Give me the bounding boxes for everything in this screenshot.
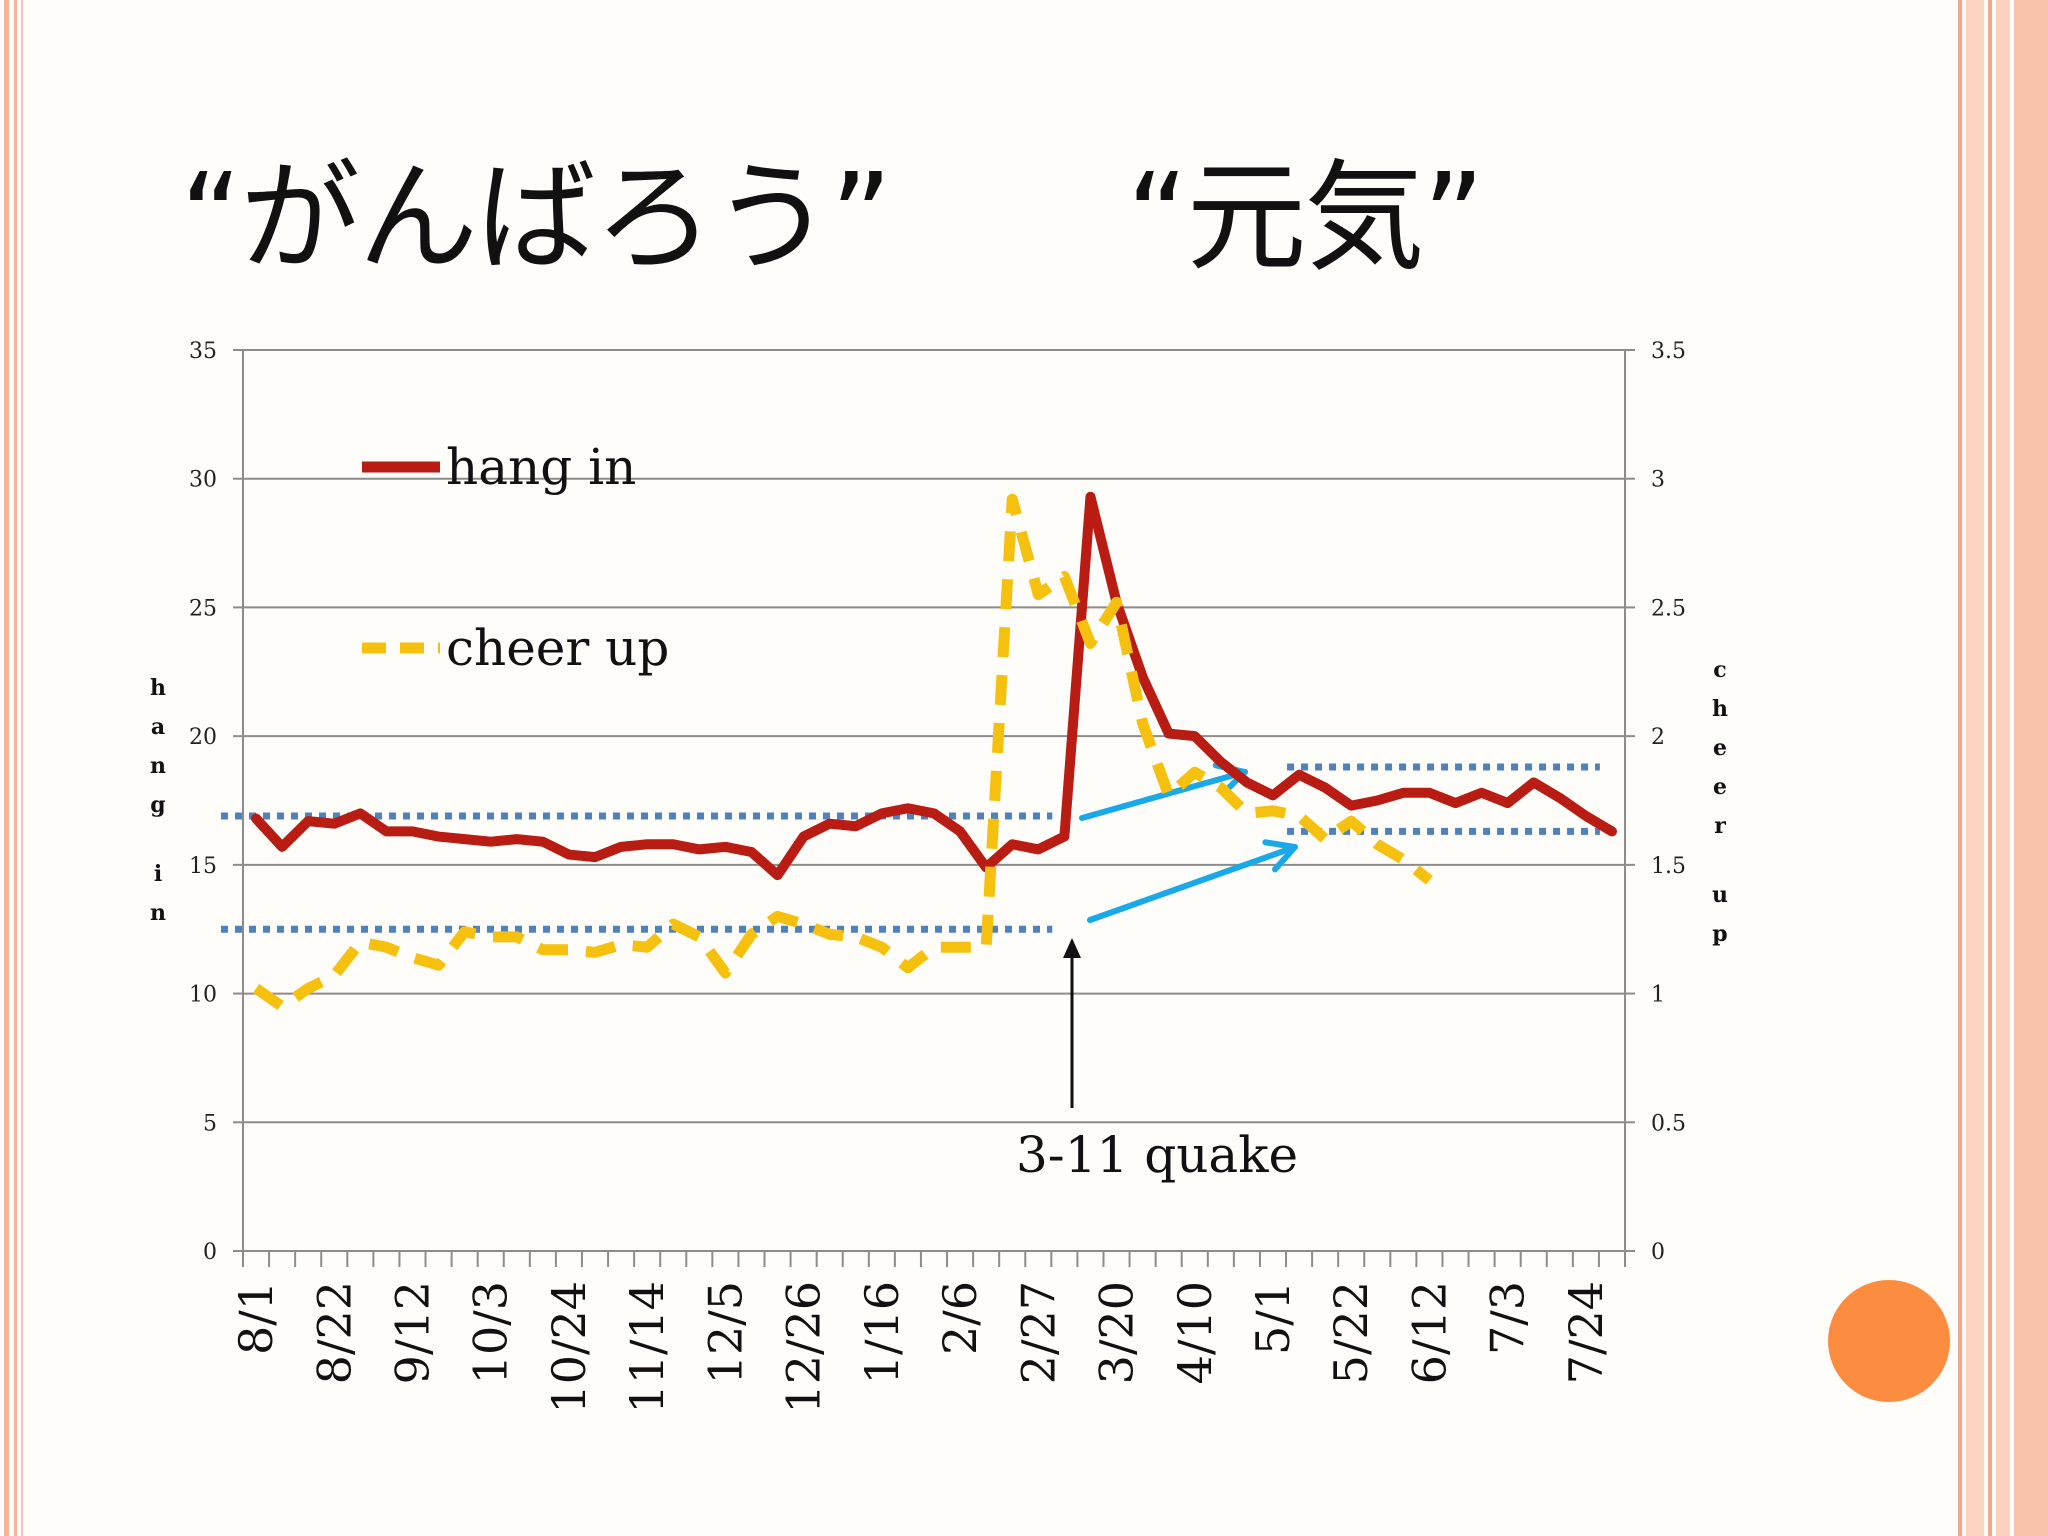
axis-title-char: i: [154, 861, 162, 887]
x-tick-label: 2/6: [933, 1281, 987, 1355]
chart-legend: hang in cheer up: [362, 438, 669, 677]
x-tick-label: 1/16: [855, 1281, 909, 1384]
accent-dot: [1828, 1280, 1950, 1402]
y-tick-label-left: 5: [203, 1111, 217, 1136]
y-tick-label-left: 0: [203, 1240, 217, 1265]
x-tick-label: 7/3: [1481, 1281, 1535, 1355]
chart-axes: [233, 349, 1635, 1267]
series-line-hang-in: [251, 491, 1617, 881]
y-tick-label-left: 35: [189, 339, 217, 364]
y-tick-label-right: 1.5: [1651, 854, 1686, 879]
tick-labels: 0 5 10 15 20 25 30 35 0 0.5 1 1.5 2 2.5 3 3.5 8/1 8/22 9/1…: [150, 339, 1728, 1414]
x-tick-label: 10/24: [542, 1281, 596, 1414]
y-tick-label-right: 3.5: [1651, 339, 1686, 364]
x-tick-label: 8/1: [229, 1281, 283, 1355]
axis-title-char: g: [150, 792, 165, 818]
x-tick-label: 5/1: [1246, 1281, 1300, 1355]
legend-label: hang in: [446, 438, 636, 496]
shift-arrow-cheer-up: [1087, 839, 1298, 923]
series-line-cheer-up: [252, 493, 1433, 1012]
series-lines: [251, 491, 1617, 1012]
x-tick-label: 9/12: [385, 1281, 439, 1384]
y-tick-label-left: 10: [189, 983, 217, 1008]
x-tick-label: 11/14: [620, 1281, 674, 1414]
slide-title: “がんばろう” “元気”: [180, 149, 1485, 288]
y-tick-label-right: 2.5: [1651, 596, 1686, 621]
arrow-head: [1262, 839, 1298, 873]
reference-lines: [221, 763, 1600, 933]
slide-frame-left: [0, 0, 28, 1536]
axis-title-char: c: [1713, 657, 1726, 683]
y-tick-label-left: 15: [189, 854, 217, 879]
quake-arrow-head: [1063, 938, 1081, 958]
slide-frame-right: [1958, 0, 2048, 1536]
axis-title-char: h: [1712, 696, 1728, 722]
x-tick-label: 3/20: [1090, 1281, 1144, 1384]
x-tick-label: 10/3: [464, 1281, 518, 1384]
axis-title-char: n: [150, 900, 166, 926]
legend-label: cheer up: [446, 619, 669, 677]
arrow-shaft: [1079, 769, 1248, 821]
axis-title-char: e: [1713, 735, 1727, 761]
y-tick-label-right: 3: [1651, 468, 1665, 493]
x-tick-label: 6/12: [1402, 1281, 1456, 1384]
arrow-shaft: [1087, 844, 1298, 923]
y-tick-label-left: 20: [189, 725, 217, 750]
axis-title-char: u: [1712, 882, 1728, 908]
x-tick-label: 8/22: [307, 1281, 361, 1384]
axis-title-char: h: [150, 675, 166, 701]
x-tick-label: 12/26: [777, 1281, 831, 1414]
y-tick-label-right: 0.5: [1651, 1111, 1686, 1136]
axis-title-char: a: [151, 714, 165, 740]
x-tick-label: 5/22: [1324, 1281, 1378, 1384]
x-tick-label: 12/5: [698, 1281, 752, 1384]
x-tick-label: 2/27: [1011, 1281, 1065, 1384]
y-tick-label-left: 30: [189, 468, 217, 493]
y-tick-label-left: 25: [189, 596, 217, 621]
y-tick-label-right: 0: [1651, 1240, 1665, 1265]
y-tick-label-right: 2: [1651, 725, 1665, 750]
annotations: 3-11 quake: [1016, 938, 1298, 1184]
axis-title-char: n: [150, 753, 166, 779]
x-tick-label: 7/24: [1559, 1281, 1613, 1384]
axis-title-char: e: [1713, 774, 1727, 800]
axis-title-char: r: [1714, 813, 1726, 839]
axis-title-char: p: [1712, 921, 1727, 947]
y-tick-label-right: 1: [1651, 983, 1665, 1008]
quake-label: 3-11 quake: [1016, 1126, 1298, 1184]
x-tick-label: 4/10: [1168, 1281, 1222, 1384]
